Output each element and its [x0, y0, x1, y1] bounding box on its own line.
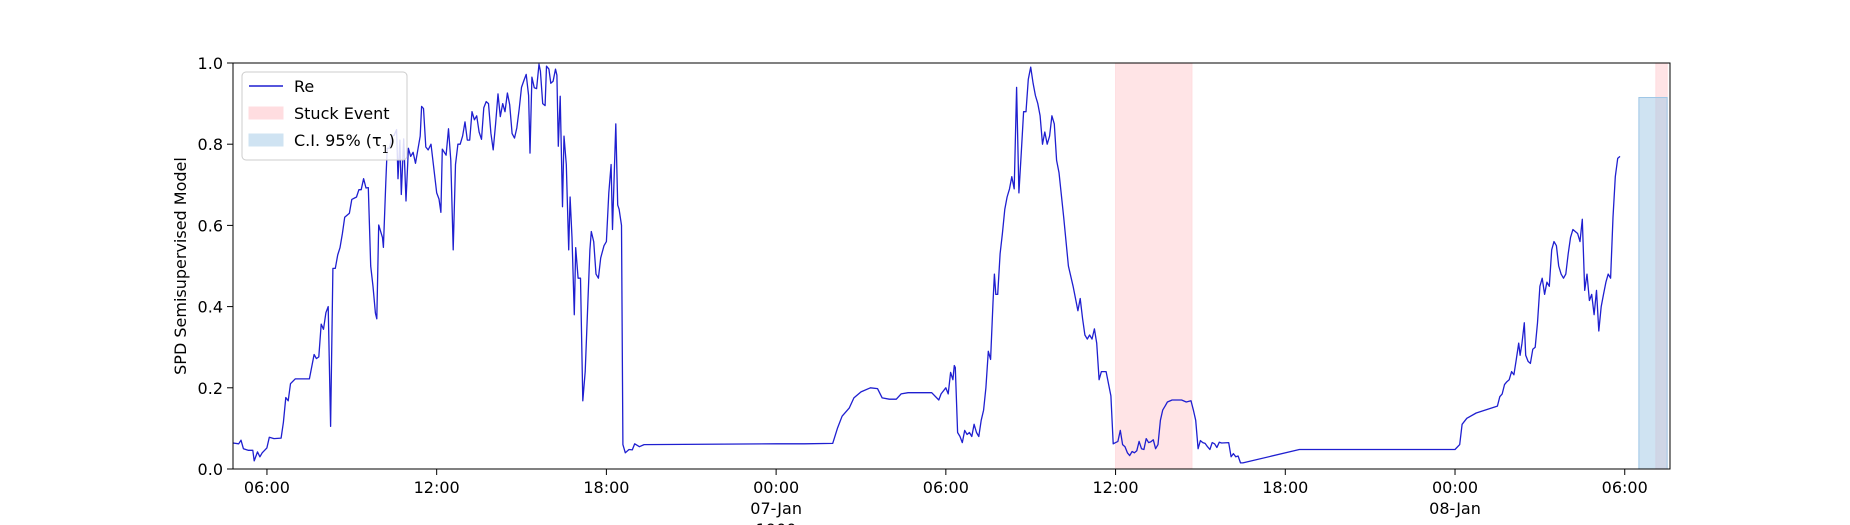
- y-tick-label: 0.6: [198, 216, 223, 235]
- x-tick-label: 12:00: [414, 478, 460, 497]
- x-tick-label: 06:00: [923, 478, 969, 497]
- x-tick-date-label: 07-Jan: [750, 499, 802, 518]
- x-tick-label: 00:00: [1432, 478, 1478, 497]
- x-axis: 06:00 12:00 18:00 00:00 07-Jan 1900 06:00 12:00…: [244, 469, 1648, 525]
- legend-swatch-patch: [248, 106, 284, 120]
- legend-label: Re: [294, 77, 314, 96]
- y-tick-label: 0.8: [198, 135, 223, 154]
- legend-label: Stuck Event: [294, 104, 390, 123]
- span-ci95-2: [1638, 97, 1668, 470]
- series-line-re: [232, 63, 1621, 464]
- y-tick-label: 0.0: [198, 460, 223, 479]
- x-tick-label: 06:00: [244, 478, 290, 497]
- series-lines: [232, 63, 1621, 464]
- plot-frame: [232, 62, 1671, 470]
- y-tick-label: 1.0: [198, 54, 223, 73]
- y-tick-label: 0.4: [198, 298, 223, 317]
- y-tick-label: 0.2: [198, 379, 223, 398]
- shaded-spans: [1115, 62, 1668, 470]
- y-axis: 0.0 0.2 0.4 0.6 0.8 1.0: [198, 54, 233, 479]
- span-stuck-event-0: [1115, 62, 1193, 470]
- legend-swatch-patch: [248, 133, 284, 147]
- x-tick-label: 00:00: [753, 478, 799, 497]
- x-tick-year-label: 1900: [756, 520, 797, 525]
- x-tick-label: 12:00: [1093, 478, 1139, 497]
- x-tick-label: 06:00: [1602, 478, 1648, 497]
- x-tick-label: 18:00: [1262, 478, 1308, 497]
- x-tick-label: 18:00: [583, 478, 629, 497]
- y-axis-label: SPD Semisupervised Model: [171, 157, 190, 375]
- x-tick-date-label: 08-Jan: [1429, 499, 1481, 518]
